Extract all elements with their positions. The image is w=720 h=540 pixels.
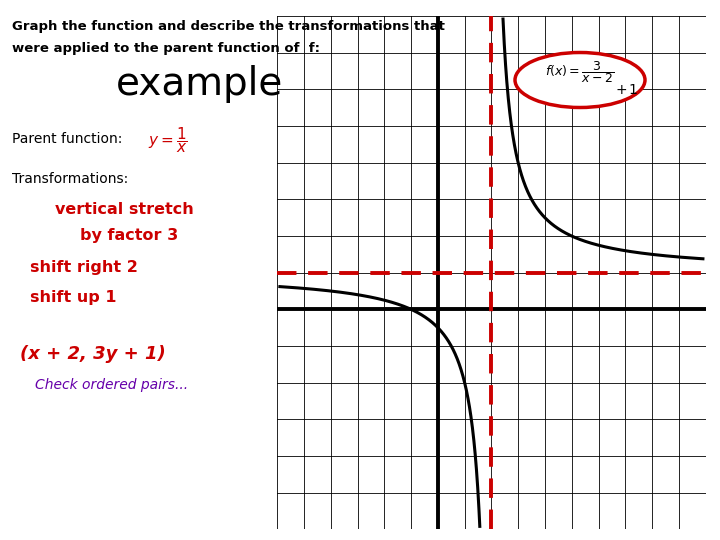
Text: Transformations:: Transformations:: [12, 172, 128, 186]
Text: shift up 1: shift up 1: [30, 290, 117, 305]
Text: example: example: [117, 65, 284, 103]
Text: shift right 2: shift right 2: [30, 260, 138, 275]
Text: $f(x) = \dfrac{3}{x-2}$: $f(x) = \dfrac{3}{x-2}$: [545, 59, 615, 85]
Text: $\it{y} = \dfrac{1}{\it{x}}$: $\it{y} = \dfrac{1}{\it{x}}$: [148, 125, 188, 155]
Text: $+\,1$: $+\,1$: [615, 83, 639, 97]
Ellipse shape: [515, 52, 645, 107]
Text: Graph the function and describe the transformations that: Graph the function and describe the tran…: [12, 20, 445, 33]
Text: were applied to the parent function of  f:: were applied to the parent function of f…: [12, 42, 320, 55]
Text: Parent function:: Parent function:: [12, 132, 122, 146]
Text: Check ordered pairs...: Check ordered pairs...: [35, 378, 188, 392]
Text: by factor 3: by factor 3: [80, 228, 179, 243]
Text: vertical stretch: vertical stretch: [55, 202, 194, 217]
Text: (x + 2, 3y + 1): (x + 2, 3y + 1): [20, 345, 166, 363]
